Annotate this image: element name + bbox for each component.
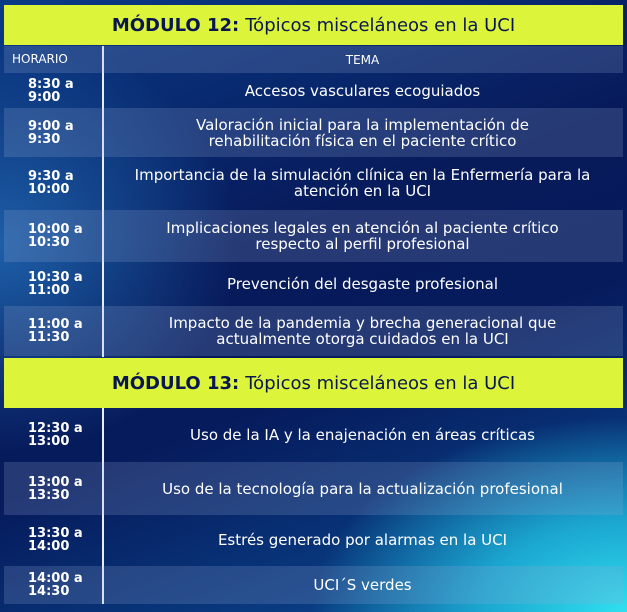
time-end: 11:30 [28, 330, 70, 345]
time-start: 11:00 a [28, 317, 83, 332]
time-end: 10:30 [28, 235, 70, 250]
table-row: 12:30 a 13:00 Uso de la IA y la enajenació… [4, 408, 623, 462]
time-start: 10:30 a [28, 270, 83, 285]
table-row: 9:00 a 9:30 Valoración inicial para la imp… [4, 108, 623, 157]
time-end: 10:00 [28, 182, 70, 197]
module-label: MÓDULO 13: [111, 372, 240, 394]
table-row: 8:30 a 9:00 Accesos vasculares ecoguiados [4, 74, 623, 107]
time-end: 13:00 [28, 434, 70, 449]
time-slot: 10:00 a 10:30 [4, 223, 102, 249]
module-title: Tópicos misceláneos en la UCI [245, 372, 516, 394]
time-slot: 9:30 a 10:00 [4, 170, 102, 196]
table-row: 10:00 a 10:30 Implicaciones legales en ate… [4, 210, 623, 262]
header-tema: TEMA [345, 52, 380, 67]
time-end: 14:00 [28, 539, 70, 554]
time-slot: 12:30 a 13:00 [4, 422, 102, 448]
time-slot: 8:30 a 9:00 [4, 78, 102, 104]
time-start: 13:30 a [28, 526, 83, 541]
topic: Valoración inicial para la implementació… [196, 115, 529, 150]
time-end: 14:30 [28, 584, 70, 599]
time-slot: 13:30 a 14:00 [4, 527, 102, 553]
table-row: 13:00 a 13:30 Uso de la tecnología para la… [4, 462, 623, 515]
time-slot: 13:00 a 13:30 [4, 476, 102, 502]
topic: Accesos vasculares ecoguiados [244, 81, 481, 100]
time-slot: 10:30 a 11:00 [4, 271, 102, 297]
column-divider [102, 408, 104, 604]
topic: Uso de la IA y la enajenación en áreas c… [190, 426, 535, 444]
topic: Impacto de la pandemia y brecha generaci… [168, 314, 557, 348]
table-row: 14:00 a 14:30 UCI´S verdes [4, 566, 623, 604]
time-end: 13:30 [28, 487, 70, 503]
topic: Importancia de la simulación clínica en … [134, 166, 591, 200]
topic: Uso de la tecnología para la actualizaci… [162, 479, 563, 498]
table-row: 9:30 a 10:00 Importancia de la simulación … [4, 158, 623, 208]
module-title: Tópicos misceláneos en la UCI [245, 14, 516, 36]
header-horario: HORARIO [12, 52, 68, 66]
topic: Implicaciones legales en atención al pac… [166, 219, 559, 253]
time-start: 8:30 a [28, 76, 74, 92]
column-divider [102, 46, 104, 357]
time-end: 9:30 [28, 131, 61, 147]
time-start: 13:00 a [28, 474, 83, 490]
time-start: 9:30 a [28, 169, 74, 184]
time-start: 9:00 a [28, 118, 74, 134]
module-label: MÓDULO 12: [111, 14, 240, 36]
table-row: 13:30 a 14:00 Estrés generado por alarmas … [4, 515, 623, 565]
time-slot: 9:00 a 9:30 [4, 120, 102, 146]
table-row: 10:30 a 11:00 Prevención del desgaste prof… [4, 263, 623, 305]
time-end: 9:00 [28, 89, 61, 105]
module-12-title: MÓDULO 12: Tópicos misceláneos en la UCI [4, 5, 623, 45]
module-13-title: MÓDULO 13: Tópicos misceláneos en la UCI [4, 358, 623, 408]
time-end: 11:00 [28, 283, 70, 298]
topic: Prevención del desgaste profesional [226, 275, 499, 293]
time-slot: 11:00 a 11:30 [4, 318, 102, 344]
table-row: 11:00 a 11:30 Impacto de la pandemia y bre… [4, 306, 623, 356]
time-start: 14:00 a [28, 571, 83, 586]
topic: UCI´S verdes [313, 576, 412, 594]
topic: Estrés generado por alarmas en la UCI [217, 531, 508, 549]
table-header: HORARIO TEMA [4, 46, 623, 73]
time-start: 12:30 a [28, 421, 83, 436]
time-slot: 14:00 a 14:30 [4, 572, 102, 598]
time-start: 10:00 a [28, 222, 83, 237]
